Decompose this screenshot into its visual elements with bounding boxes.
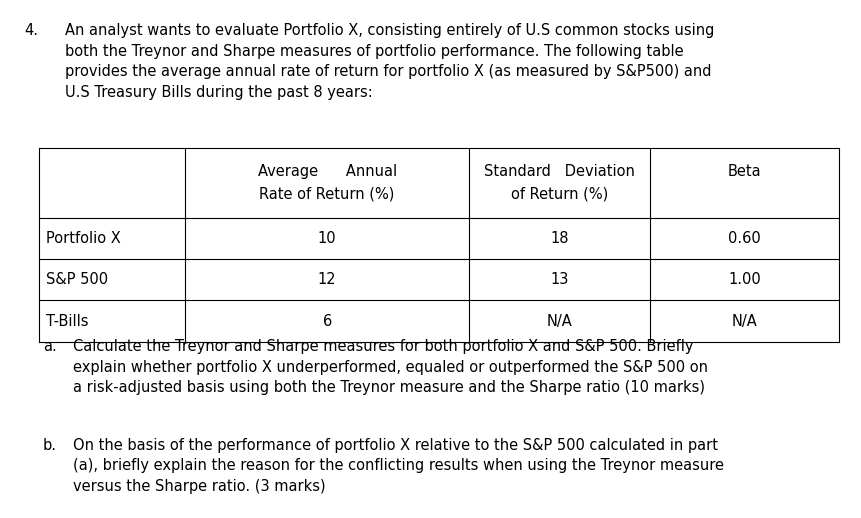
Text: Beta: Beta bbox=[728, 164, 762, 179]
Text: 0.60: 0.60 bbox=[728, 231, 761, 246]
Text: Average      Annual: Average Annual bbox=[257, 164, 397, 179]
Text: 18: 18 bbox=[550, 231, 569, 246]
Text: 10: 10 bbox=[318, 231, 337, 246]
Text: a.: a. bbox=[43, 339, 57, 354]
Text: 13: 13 bbox=[550, 272, 569, 287]
Text: of Return (%): of Return (%) bbox=[511, 186, 608, 202]
Text: b.: b. bbox=[43, 438, 57, 453]
Text: N/A: N/A bbox=[547, 314, 573, 328]
Text: Rate of Return (%): Rate of Return (%) bbox=[259, 186, 395, 202]
Text: T-Bills: T-Bills bbox=[46, 314, 88, 328]
Text: N/A: N/A bbox=[732, 314, 758, 328]
Text: Calculate the Treynor and Sharpe measures for both portfolio X and S&P 500. Brie: Calculate the Treynor and Sharpe measure… bbox=[73, 339, 709, 395]
Text: Portfolio X: Portfolio X bbox=[46, 231, 121, 246]
Text: 6: 6 bbox=[323, 314, 331, 328]
Text: 12: 12 bbox=[318, 272, 337, 287]
Text: 4.: 4. bbox=[24, 23, 38, 38]
Text: Standard   Deviation: Standard Deviation bbox=[484, 164, 635, 179]
Text: An analyst wants to evaluate Portfolio X, consisting entirely of U.S common stoc: An analyst wants to evaluate Portfolio X… bbox=[65, 23, 714, 99]
Text: 1.00: 1.00 bbox=[728, 272, 761, 287]
Text: S&P 500: S&P 500 bbox=[46, 272, 108, 287]
Text: On the basis of the performance of portfolio X relative to the S&P 500 calculate: On the basis of the performance of portf… bbox=[73, 438, 724, 494]
